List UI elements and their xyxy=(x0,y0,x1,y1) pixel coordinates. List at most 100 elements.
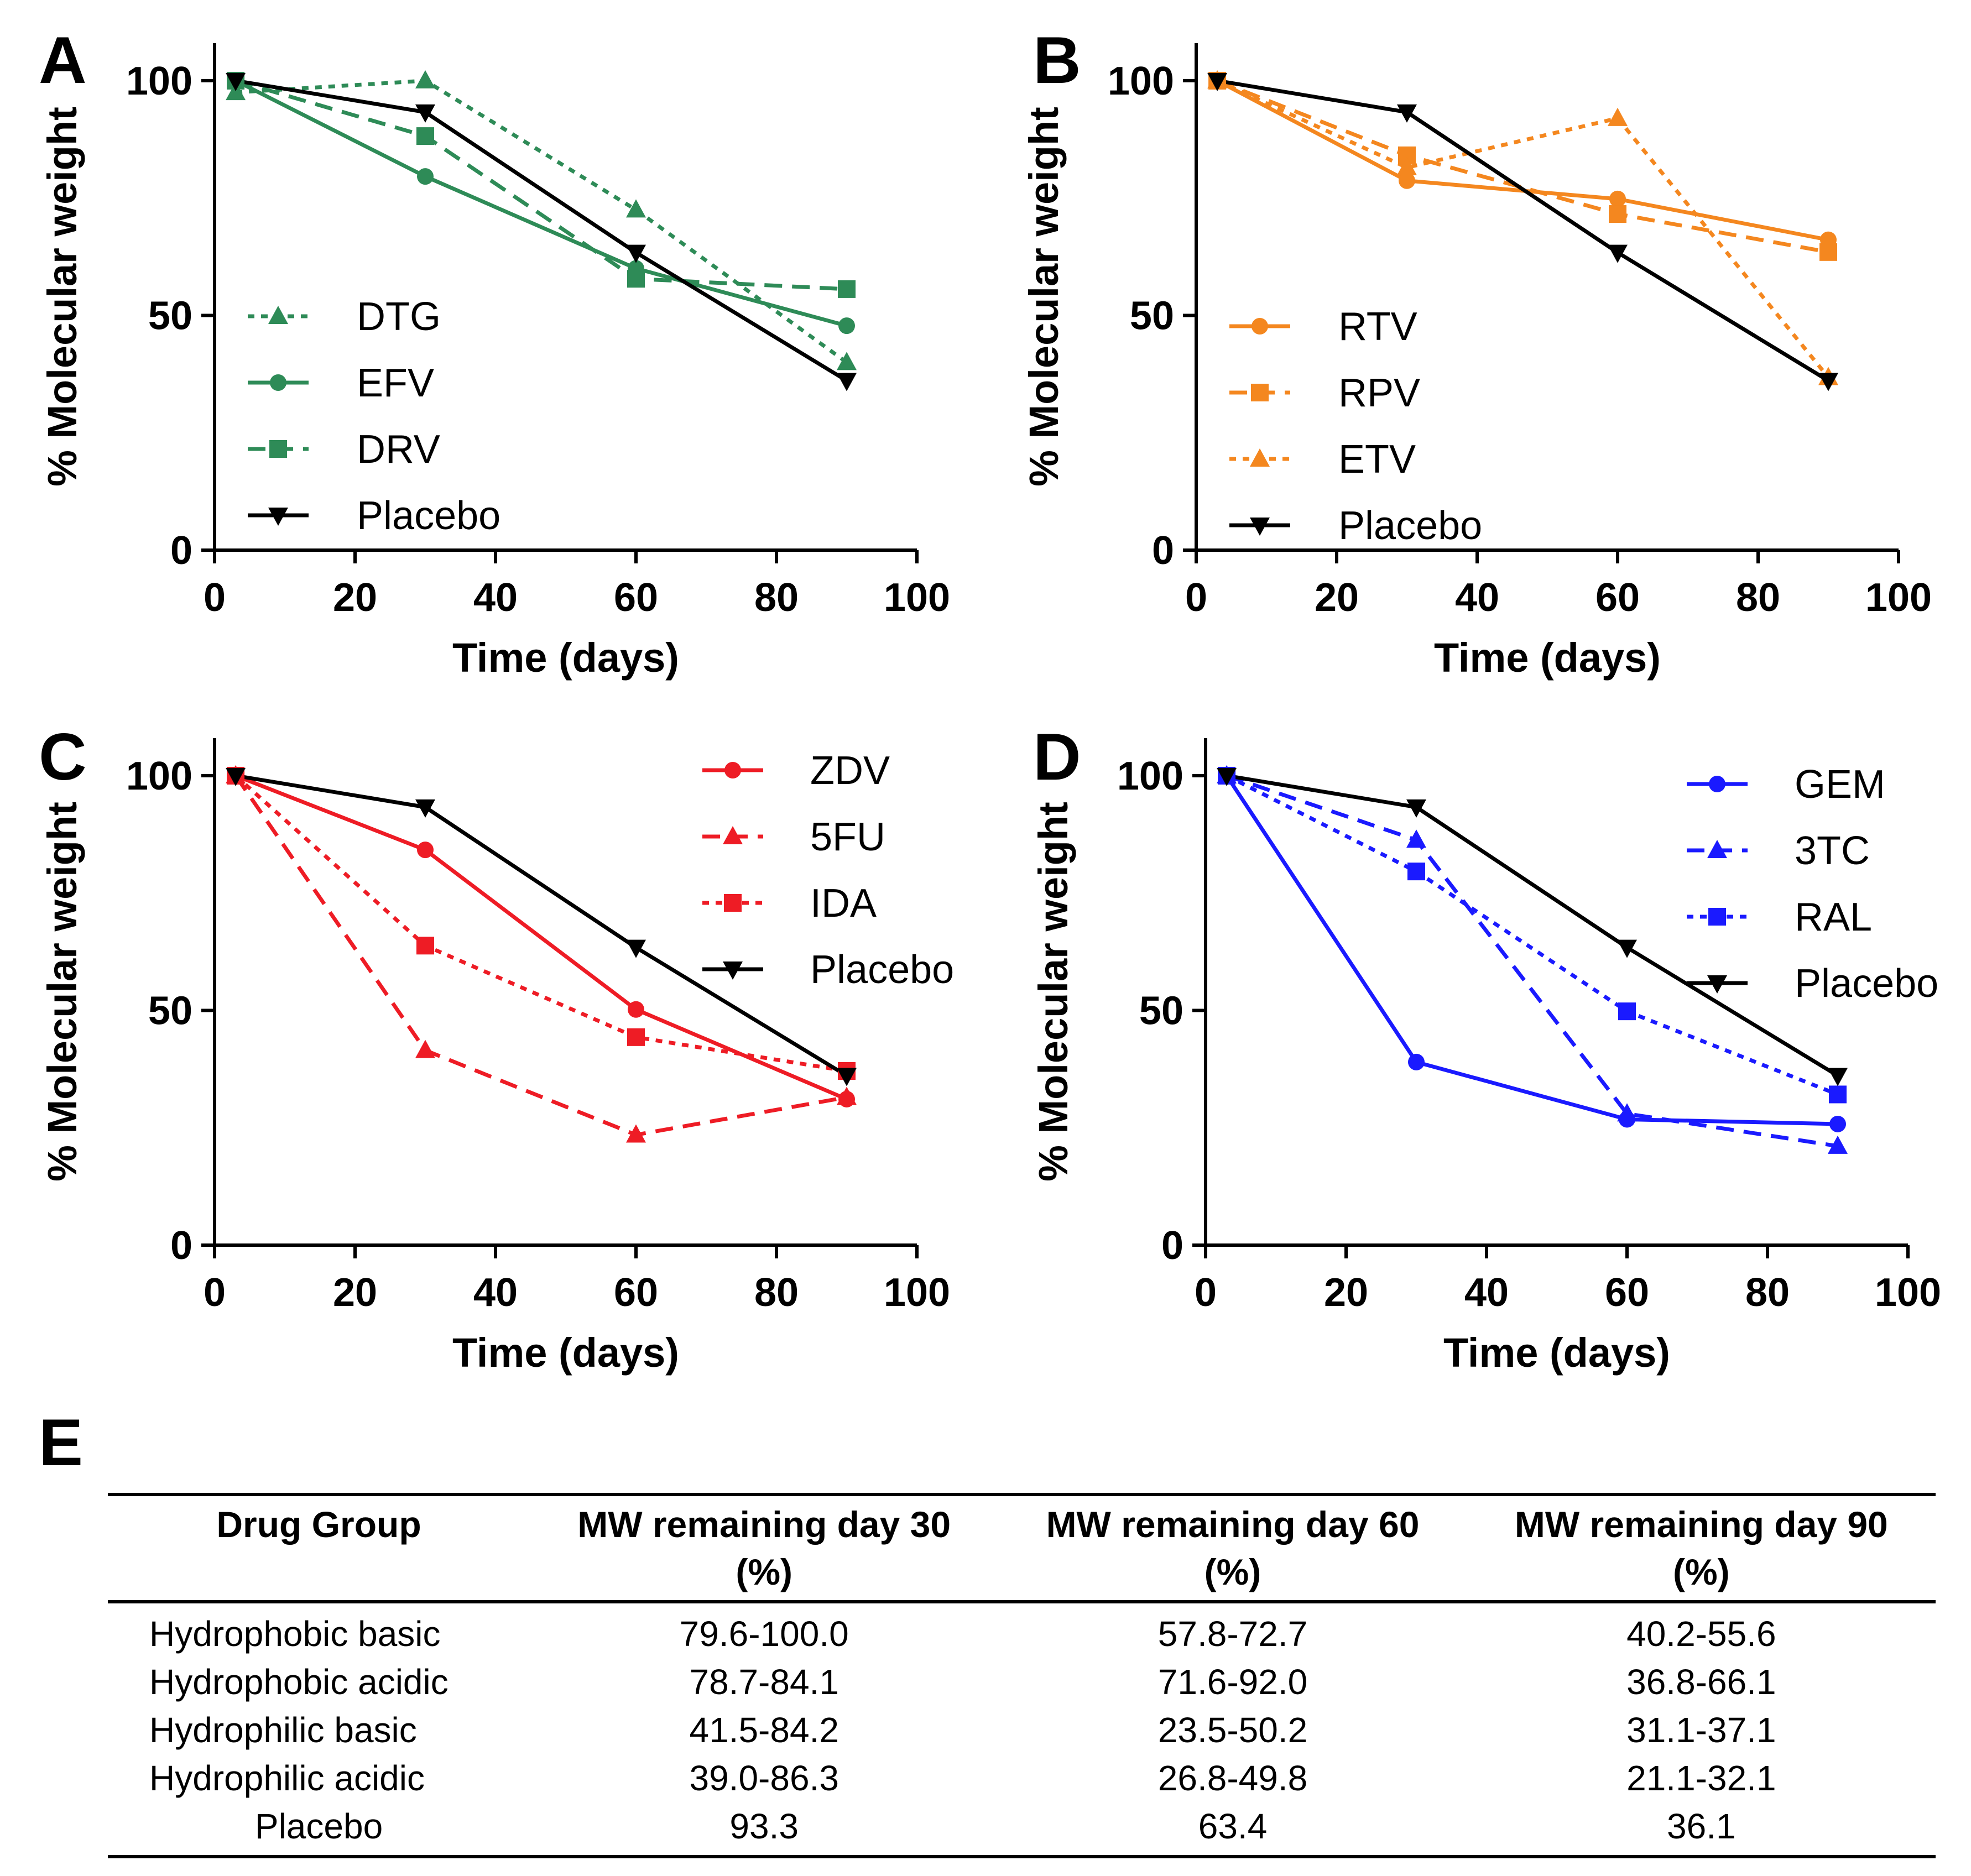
legend: DTG EFV DRV Placebo xyxy=(248,295,500,538)
x-tick-label: 60 xyxy=(614,1271,658,1315)
y-axis-title: % Molecular weight xyxy=(39,107,85,487)
x-tick-label: 40 xyxy=(473,1271,518,1315)
legend-label: RPV xyxy=(1338,371,1420,415)
x-tick-label: 40 xyxy=(1464,1271,1509,1315)
triangle-down-marker xyxy=(1818,373,1838,391)
x-tick-label: 60 xyxy=(1595,576,1640,620)
x-tick-label: 0 xyxy=(1195,1271,1217,1315)
legend-label: Placebo xyxy=(1338,504,1482,548)
table-cell: 26.8-49.8 xyxy=(1157,1758,1308,1798)
y-tick-label: 50 xyxy=(148,294,192,338)
table-cell: 78.7-84.1 xyxy=(689,1662,839,1702)
circle-marker xyxy=(417,842,434,859)
triangle-down-marker xyxy=(1250,518,1270,536)
legend-label: RTV xyxy=(1338,305,1417,349)
square-marker xyxy=(1708,908,1726,926)
series-line-drv xyxy=(235,79,847,291)
x-tick-label: 100 xyxy=(1875,1271,1941,1315)
x-tick-label: 80 xyxy=(1736,576,1780,620)
panel-label: D xyxy=(1033,720,1081,794)
triangle-up-marker xyxy=(837,352,857,370)
triangle-up-marker xyxy=(1617,1103,1637,1122)
x-tick-label: 100 xyxy=(884,1271,950,1315)
series-line-rtv xyxy=(1216,79,1829,242)
legend-label: ZDV xyxy=(810,749,890,793)
series-line-placebo xyxy=(1217,79,1829,383)
series-line-gem xyxy=(1225,774,1838,1126)
table-cell-group: Placebo xyxy=(254,1806,383,1846)
series-line-placebo xyxy=(235,79,848,383)
circle-marker xyxy=(270,374,286,391)
x-tick-label: 100 xyxy=(1865,576,1932,620)
table-row: Hydrophilic acidic 39.0-86.3 26.8-49.8 2… xyxy=(108,1754,1936,1802)
triangle-down-marker xyxy=(226,767,246,786)
table-header-cell: MW remaining day 30 (%) xyxy=(577,1504,951,1592)
series-line-zdv xyxy=(234,774,848,1101)
table-cell: 21.1-32.1 xyxy=(1626,1758,1776,1798)
legend: RTV RPV ETV Placebo xyxy=(1229,305,1482,548)
triangle-up-marker xyxy=(268,306,288,324)
circle-marker xyxy=(724,762,741,778)
y-tick-label: 100 xyxy=(1117,754,1183,798)
x-tick-label: 40 xyxy=(1455,576,1499,620)
series-line-5fu xyxy=(234,774,847,1137)
table-cell: 57.8-72.7 xyxy=(1157,1614,1308,1654)
triangle-down-marker xyxy=(1608,244,1628,263)
legend-label: GEM xyxy=(1795,762,1885,807)
square-marker xyxy=(269,440,287,458)
square-marker xyxy=(416,937,434,955)
table-cell-group: Hydrophilic acidic xyxy=(149,1758,425,1798)
y-tick-label: 50 xyxy=(1130,294,1174,338)
legend-label: ETV xyxy=(1338,437,1416,482)
triangle-down-marker xyxy=(1828,1068,1848,1086)
triangle-up-marker xyxy=(1608,107,1628,126)
x-tick-label: 0 xyxy=(204,1271,226,1315)
triangle-down-marker xyxy=(268,508,288,526)
table-cell: 39.0-86.3 xyxy=(689,1758,839,1798)
y-tick-label: 100 xyxy=(126,754,192,798)
table-cell-group: Hydrophilic basic xyxy=(149,1710,417,1750)
triangle-down-marker xyxy=(1617,939,1637,958)
x-axis-title: Time (days) xyxy=(452,635,679,681)
table-cell: 36.8-66.1 xyxy=(1626,1662,1776,1702)
table-header-cell: MW remaining day 60 (%) xyxy=(1046,1504,1420,1592)
legend-label: DTG xyxy=(357,295,441,339)
triangle-down-marker xyxy=(837,1068,857,1086)
triangle-up-marker xyxy=(626,199,646,218)
square-marker xyxy=(1609,205,1626,223)
y-axis-title: % Molecular weight xyxy=(39,802,85,1182)
series-line-etv xyxy=(1216,79,1830,379)
table-row: Hydrophobic basic 79.6-100.0 57.8-72.7 4… xyxy=(108,1602,1936,1658)
triangle-up-marker xyxy=(415,70,435,88)
circle-marker xyxy=(1252,318,1268,335)
table-cell: 93.3 xyxy=(729,1806,799,1846)
square-marker xyxy=(724,894,742,912)
circle-marker xyxy=(1399,172,1415,189)
table-row: Placebo 93.3 63.4 36.1 xyxy=(108,1802,1936,1857)
y-tick-label: 50 xyxy=(1139,989,1183,1033)
x-tick-label: 80 xyxy=(754,1271,799,1315)
table-cell: 36.1 xyxy=(1667,1806,1736,1846)
square-marker xyxy=(416,127,434,145)
triangle-down-marker xyxy=(226,72,246,91)
triangle-up-marker xyxy=(723,826,743,844)
series-line-placebo xyxy=(1226,774,1839,1078)
triangle-up-marker xyxy=(1707,840,1727,858)
x-tick-label: 20 xyxy=(1324,1271,1368,1315)
triangle-down-marker xyxy=(1707,975,1727,994)
x-tick-label: 0 xyxy=(204,576,226,620)
legend: ZDV 5FU IDA Placebo xyxy=(702,749,954,992)
triangle-down-marker xyxy=(837,373,857,391)
table-header-cell: Drug Group xyxy=(216,1504,421,1545)
x-tick-label: 80 xyxy=(1745,1271,1790,1315)
triangle-down-marker xyxy=(723,961,743,980)
x-tick-label: 20 xyxy=(333,1271,377,1315)
triangle-down-marker xyxy=(415,799,435,818)
square-marker xyxy=(838,280,856,298)
triangle-down-marker xyxy=(1217,767,1237,786)
series-line-efv xyxy=(234,79,847,328)
triangle-down-marker xyxy=(626,939,646,958)
chart-panel-a: A 0 20 40 60 80 100 0 50 100 Time (days) % Molecula… xyxy=(39,23,950,681)
table-row: Hydrophobic acidic 78.7-84.1 71.6-92.0 3… xyxy=(108,1658,1936,1706)
